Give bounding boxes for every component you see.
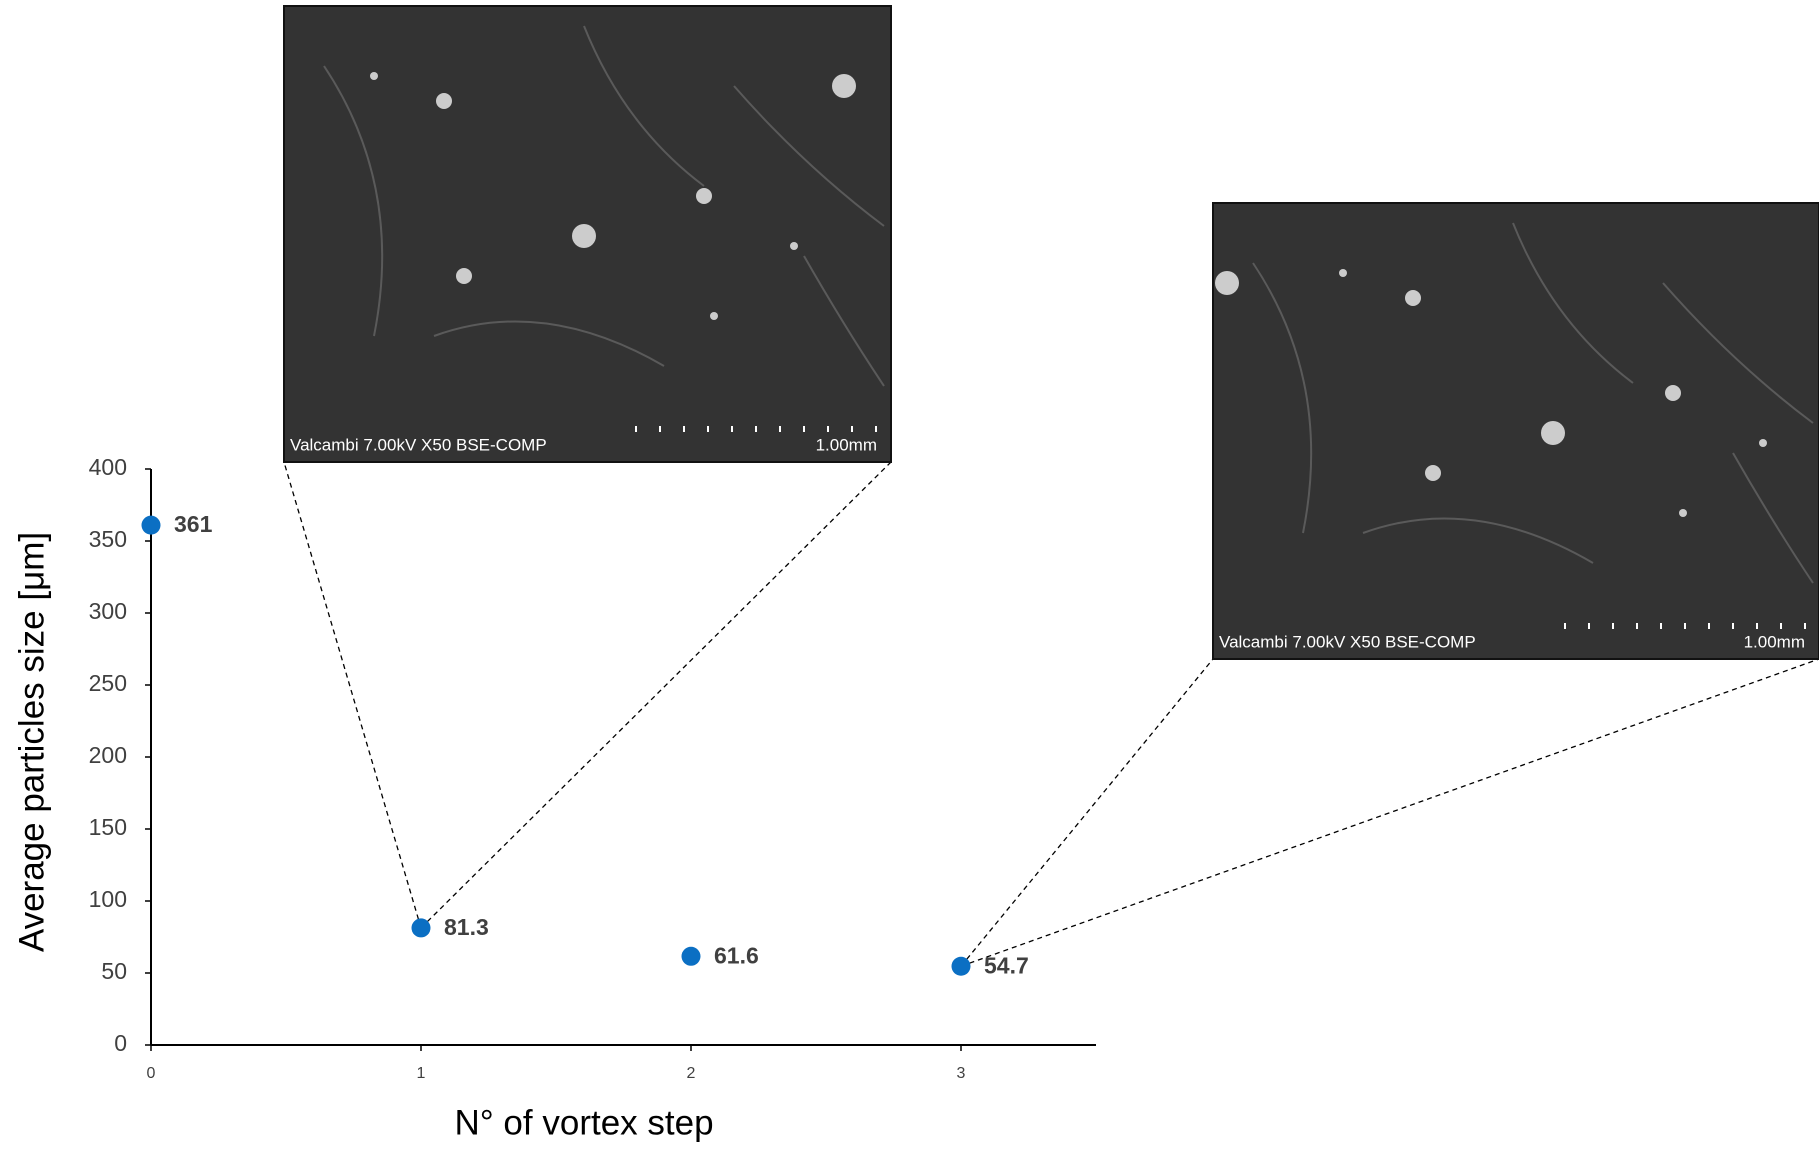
leader-line	[961, 659, 1819, 966]
y-tick-label: 100	[89, 886, 127, 912]
particle	[1679, 509, 1687, 517]
particle	[1541, 421, 1565, 445]
y-tick-label: 250	[89, 670, 127, 696]
y-tick-label: 200	[89, 742, 127, 768]
particle	[1665, 385, 1681, 401]
x-tick-label: 0	[147, 1065, 156, 1082]
particle	[696, 188, 712, 204]
particle	[790, 242, 798, 250]
particle	[1405, 290, 1421, 306]
data-label: 61.6	[714, 942, 759, 968]
y-axis-title: Average particles size [μm]	[12, 532, 51, 952]
y-tick-label: 300	[89, 598, 127, 624]
y-tick-label: 50	[101, 958, 127, 984]
data-label: 81.3	[444, 914, 489, 940]
leader-line	[421, 462, 891, 928]
inset-caption: Valcambi 7.00kV X50 BSE-COMP	[290, 435, 547, 454]
sem-image: Valcambi 7.00kV X50 BSE-COMP 1.00mm	[284, 6, 891, 462]
point	[682, 947, 701, 966]
inset-scale-label: 1.00mm	[1744, 632, 1805, 651]
leader-line	[284, 462, 421, 928]
data-label: 54.7	[984, 952, 1029, 978]
inset-scale-label: 1.00mm	[816, 435, 877, 454]
y-tick-label: 0	[114, 1030, 127, 1056]
leader-line	[961, 659, 1213, 966]
data-label: 361	[174, 511, 213, 537]
y-tick-label: 350	[89, 526, 127, 552]
particle	[370, 72, 378, 80]
y-tick-label: 150	[89, 814, 127, 840]
image-background	[1213, 203, 1819, 659]
particle	[1425, 465, 1441, 481]
particle	[710, 312, 718, 320]
particle	[1339, 269, 1347, 277]
point	[412, 918, 431, 937]
particle	[456, 268, 472, 284]
particle	[572, 224, 596, 248]
inset-caption: Valcambi 7.00kV X50 BSE-COMP	[1219, 632, 1476, 651]
particle	[1215, 271, 1239, 295]
x-tick-label: 3	[957, 1065, 966, 1082]
point	[142, 516, 161, 535]
sem-image: Valcambi 7.00kV X50 BSE-COMP 1.00mm	[1213, 203, 1819, 659]
y-tick-label: 400	[89, 454, 127, 480]
particle	[832, 74, 856, 98]
x-tick-label: 2	[687, 1065, 696, 1082]
chart: 0 50 100 150 200 250 300 350 400 0 1 2 3 N° of vortex…	[0, 0, 1819, 1151]
point	[952, 957, 971, 976]
particle	[1759, 439, 1767, 447]
particle	[436, 93, 452, 109]
x-tick-label: 1	[417, 1065, 426, 1082]
x-axis-title: N° of vortex step	[454, 1103, 713, 1142]
